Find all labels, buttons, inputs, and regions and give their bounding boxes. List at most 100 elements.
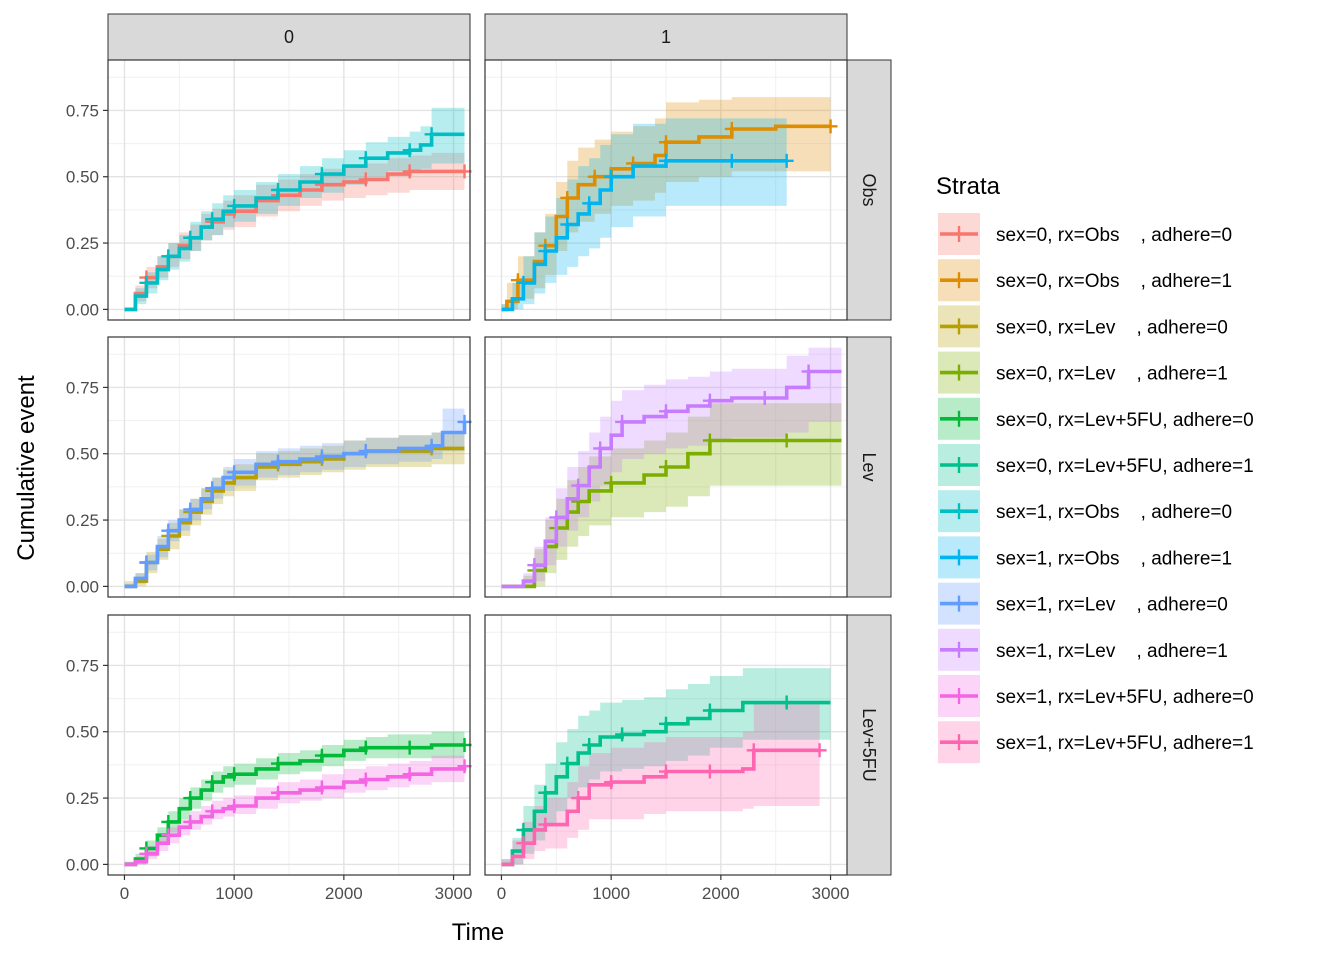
- censor-mark: [183, 230, 198, 245]
- x-tick-label: 0: [497, 884, 506, 903]
- y-tick-label: 0.00: [66, 855, 99, 874]
- legend: Strata sex=0, rx=Obs , adhere=0 sex=0, rx…: [936, 173, 1254, 764]
- censor-mark: [587, 169, 602, 184]
- censor-mark: [516, 822, 531, 837]
- censor-mark: [560, 756, 575, 771]
- censor-mark: [457, 759, 472, 774]
- censor-mark: [702, 703, 717, 718]
- censor-mark: [516, 836, 531, 851]
- censor-mark: [582, 738, 597, 752]
- confidence-band: [124, 395, 465, 587]
- x-tick-label: 1000: [592, 884, 630, 903]
- legend-item: sex=1, rx=Lev , adhere=0: [938, 582, 1228, 625]
- censor-mark: [571, 791, 586, 806]
- panel-border: [107, 614, 471, 876]
- legend-item: sex=1, rx=Lev+5FU, adhere=1: [938, 721, 1254, 764]
- panels-layer: 0 1 Obs Lev Lev+5FU 0.00 0.25 0.50 0.75 0.00 0.25 0…: [66, 13, 892, 903]
- panel-border: [484, 336, 848, 598]
- x-tick-label: 2000: [702, 884, 740, 903]
- legend-item: sex=0, rx=Lev+5FU, adhere=0: [938, 397, 1254, 440]
- censor-mark: [402, 767, 417, 782]
- censor-mark: [358, 740, 373, 755]
- series-line: [501, 748, 820, 867]
- censor-mark: [402, 164, 417, 179]
- facet-strip-column: [107, 13, 471, 61]
- censor-mark: [314, 748, 329, 763]
- censor-mark: [659, 460, 673, 474]
- confidence-band: [501, 702, 820, 865]
- legend-label: sex=1, rx=Obs , adhere=0: [996, 502, 1232, 523]
- y-tick-label: 0.00: [66, 577, 99, 596]
- legend-label: sex=0, rx=Obs , adhere=0: [996, 225, 1232, 246]
- censor-mark: [358, 151, 373, 166]
- series-line: [124, 132, 465, 312]
- confidence-band: [501, 668, 831, 865]
- censor-mark: [161, 523, 176, 538]
- censor-mark: [604, 169, 619, 184]
- censor-mark: [549, 510, 564, 525]
- legend-label: sex=0, rx=Lev , adhere=0: [996, 317, 1228, 338]
- censor-mark: [779, 153, 794, 168]
- legend-item: sex=1, rx=Obs , adhere=1: [938, 536, 1232, 579]
- censor-mark: [161, 249, 176, 264]
- x-tick-label: 2000: [325, 884, 363, 903]
- legend-label: sex=1, rx=Lev+5FU, adhere=1: [996, 733, 1254, 754]
- censor-mark: [139, 275, 154, 290]
- censor-mark: [724, 153, 739, 168]
- censor-mark: [702, 433, 717, 448]
- series-line: [501, 369, 842, 589]
- censor-mark: [161, 828, 176, 843]
- censor-mark: [227, 198, 242, 213]
- censor-mark: [205, 481, 220, 496]
- legend-label: sex=0, rx=Obs , adhere=1: [996, 271, 1232, 292]
- facet-strip-row-label: Lev: [859, 452, 879, 481]
- legend-label: sex=0, rx=Lev , adhere=1: [996, 364, 1228, 385]
- legend-label: sex=1, rx=Lev , adhere=0: [996, 595, 1228, 616]
- facet-strip-row: [846, 59, 892, 321]
- series-line: [124, 743, 465, 867]
- panel-border: [107, 336, 471, 598]
- censor-mark: [424, 438, 439, 453]
- censor-mark: [779, 433, 794, 448]
- censor-mark: [615, 727, 630, 742]
- facet-strip-row-label: Obs: [859, 173, 879, 206]
- censor-mark: [457, 414, 472, 429]
- censor-mark: [724, 121, 739, 136]
- censor-mark: [516, 275, 531, 290]
- confidence-band: [501, 97, 831, 310]
- y-tick-label: 0.75: [66, 101, 99, 120]
- censor-mark: [314, 449, 329, 464]
- censor-mark: [271, 183, 286, 197]
- panel-border: [484, 614, 848, 876]
- censor-mark: [571, 478, 586, 493]
- censor-mark: [702, 764, 717, 779]
- censor-mark: [593, 441, 608, 456]
- legend-label: sex=1, rx=Obs , adhere=1: [996, 548, 1232, 569]
- legend-label: sex=0, rx=Lev+5FU, adhere=1: [996, 456, 1254, 477]
- censor-mark: [358, 444, 373, 459]
- panel-border: [107, 59, 471, 321]
- confidence-band: [501, 403, 842, 587]
- legend-label: sex=0, rx=Lev+5FU, adhere=0: [996, 410, 1254, 431]
- censor-mark: [659, 716, 673, 731]
- facet-strip-column-label: 1: [661, 27, 671, 47]
- y-tick-label: 0.75: [66, 378, 99, 397]
- y-tick-label: 0.25: [66, 234, 99, 253]
- legend-item: sex=0, rx=Obs , adhere=1: [938, 259, 1232, 302]
- censor-mark: [659, 135, 673, 150]
- censor-mark: [205, 212, 220, 227]
- censor-mark: [801, 364, 816, 379]
- legend-label: sex=1, rx=Lev , adhere=1: [996, 641, 1228, 662]
- confidence-band: [501, 118, 787, 310]
- y-tick-label: 0.50: [66, 445, 99, 464]
- censor-mark: [812, 743, 827, 758]
- censor-mark: [402, 740, 417, 755]
- censor-mark: [538, 817, 553, 832]
- censor-mark: [227, 799, 242, 814]
- facet-strip-row-label: Lev+5FU: [859, 708, 879, 782]
- facet-strip-column: [484, 13, 848, 61]
- legend-label: sex=1, rx=Lev+5FU, adhere=0: [996, 687, 1254, 708]
- y-tick-label: 0.25: [66, 511, 99, 530]
- censor-mark: [271, 756, 286, 771]
